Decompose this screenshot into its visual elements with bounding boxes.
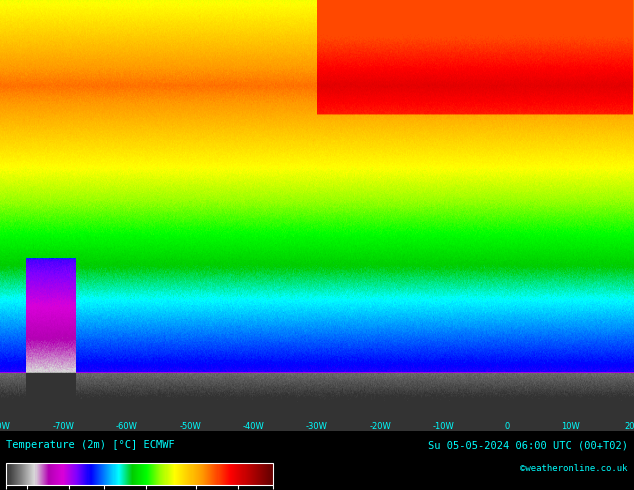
Text: 20W: 20W bbox=[624, 422, 634, 431]
Text: 10W: 10W bbox=[561, 422, 580, 431]
Text: -30W: -30W bbox=[306, 422, 328, 431]
Text: -40W: -40W bbox=[243, 422, 264, 431]
Text: -10W: -10W bbox=[433, 422, 455, 431]
Text: -20W: -20W bbox=[370, 422, 391, 431]
Text: Su 05-05-2024 06:00 UTC (00+T02): Su 05-05-2024 06:00 UTC (00+T02) bbox=[428, 440, 628, 450]
Text: -50W: -50W bbox=[179, 422, 201, 431]
Text: ©weatheronline.co.uk: ©weatheronline.co.uk bbox=[520, 464, 628, 472]
Text: Temperature (2m) [°C] ECMWF: Temperature (2m) [°C] ECMWF bbox=[6, 440, 175, 450]
Text: -80W: -80W bbox=[0, 422, 11, 431]
Text: 0: 0 bbox=[505, 422, 510, 431]
Text: -70W: -70W bbox=[53, 422, 74, 431]
Text: -60W: -60W bbox=[116, 422, 138, 431]
